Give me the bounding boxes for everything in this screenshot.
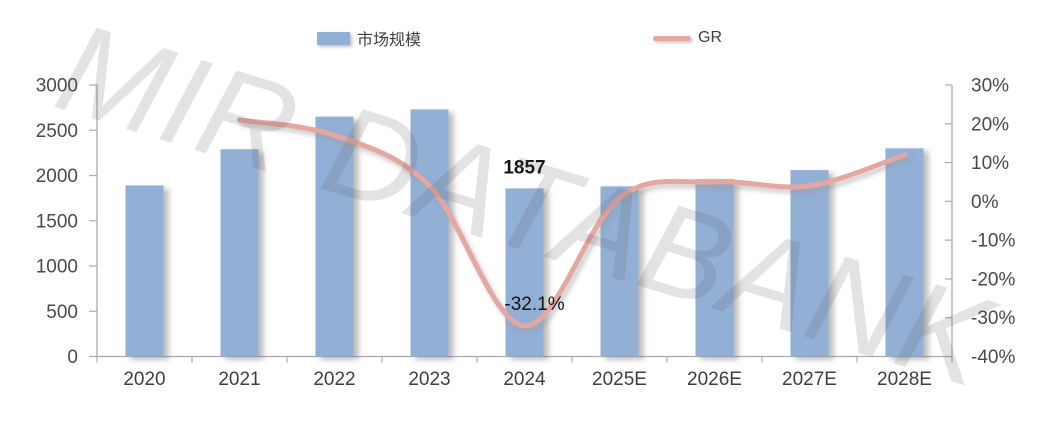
x-axis-label-2025E: 2025E [592, 369, 647, 390]
left-axis-tick-label: 3000 [36, 76, 78, 97]
bar-2021 [220, 149, 259, 357]
left-axis-tick-label: 500 [46, 302, 78, 323]
left-axis-tick-label: 2000 [36, 166, 78, 187]
legend-item-market-size: 市场规模 [317, 26, 421, 50]
left-axis-tick-label: 1000 [36, 257, 78, 278]
x-axis-label-2028E: 2028E [877, 369, 932, 390]
left-axis-tick-label: 0 [67, 347, 78, 368]
bar-2020 [125, 185, 164, 357]
right-axis-tick-label: 20% [971, 114, 1009, 135]
right-axis-tick-label: -20% [971, 269, 1015, 290]
left-axis-tick-label: 2500 [36, 121, 78, 142]
x-axis-label-2021: 2021 [218, 369, 260, 390]
x-axis-label-2022: 2022 [313, 369, 355, 390]
bar-legend-swatch [317, 31, 350, 45]
legend: 市场规模 GR [0, 26, 1053, 50]
right-axis-tick-label: -30% [971, 308, 1015, 329]
x-axis-label-2026E: 2026E [687, 369, 742, 390]
bar-2027E [790, 170, 829, 357]
bar-2023 [410, 109, 449, 357]
x-axis-label-2023: 2023 [408, 369, 450, 390]
legend-label-market-size: 市场规模 [357, 32, 422, 49]
legend-label-gr: GR [698, 29, 722, 46]
legend-item-gr: GR [653, 26, 722, 50]
bar-2022 [315, 116, 354, 357]
data-label-1857: 1857 [503, 157, 545, 178]
right-axis-tick-label: 30% [971, 76, 1009, 97]
line-legend-swatch [653, 35, 691, 41]
right-axis-tick-label: 10% [971, 153, 1009, 174]
data-label--32.1%: -32.1% [504, 294, 564, 315]
bar-2026E [695, 179, 734, 357]
right-axis-tick-label: -40% [971, 347, 1015, 368]
right-axis-tick-label: 0% [971, 192, 999, 213]
bar-2028E [885, 148, 924, 357]
x-axis-label-2027E: 2027E [782, 369, 837, 390]
x-axis-label-2020: 2020 [123, 369, 165, 390]
x-axis-label-2024: 2024 [503, 369, 546, 390]
left-axis-tick-label: 1500 [36, 211, 78, 232]
right-axis-tick-label: -10% [971, 231, 1015, 252]
gr-line [237, 117, 907, 329]
bar-2024 [505, 188, 544, 357]
